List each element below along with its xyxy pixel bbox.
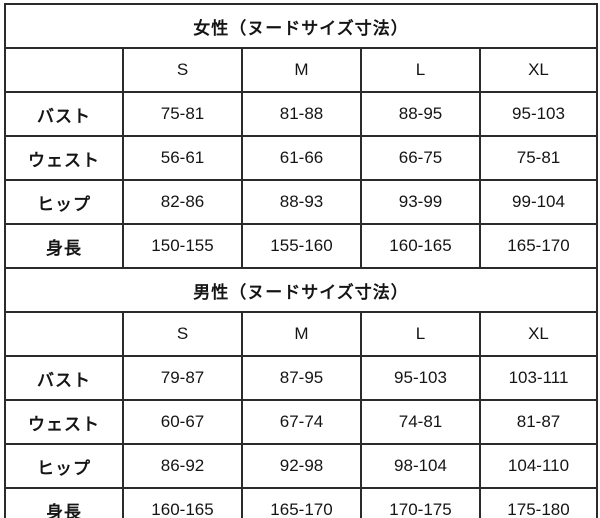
men-height-row: 身長 160-165 165-170 170-175 175-180 <box>4 487 598 518</box>
women-height-l: 160-165 <box>360 223 481 269</box>
men-table-title: 男性（ヌードサイズ寸法） <box>4 267 598 313</box>
women-title-row: 女性（ヌードサイズ寸法） <box>4 3 598 49</box>
women-bust-row: バスト 75-81 81-88 88-95 95-103 <box>4 91 598 137</box>
men-height-s: 160-165 <box>122 487 243 518</box>
men-bust-xl: 103-111 <box>479 355 598 401</box>
men-col-header-s: S <box>122 311 243 357</box>
women-hip-xl: 99-104 <box>479 179 598 225</box>
men-waist-label: ウェスト <box>4 399 124 445</box>
men-bust-label: バスト <box>4 355 124 401</box>
women-bust-label: バスト <box>4 91 124 137</box>
men-bust-row: バスト 79-87 87-95 95-103 103-111 <box>4 355 598 401</box>
men-hip-label: ヒップ <box>4 443 124 489</box>
men-waist-xl: 81-87 <box>479 399 598 445</box>
women-hip-row: ヒップ 82-86 88-93 93-99 99-104 <box>4 179 598 225</box>
women-col-header-xl: XL <box>479 47 598 93</box>
men-hip-m: 92-98 <box>241 443 362 489</box>
women-height-row: 身長 150-155 155-160 160-165 165-170 <box>4 223 598 269</box>
men-height-xl: 175-180 <box>479 487 598 518</box>
men-waist-s: 60-67 <box>122 399 243 445</box>
men-hip-row: ヒップ 86-92 92-98 98-104 104-110 <box>4 443 598 489</box>
men-height-m: 165-170 <box>241 487 362 518</box>
women-waist-row: ウェスト 56-61 61-66 66-75 75-81 <box>4 135 598 181</box>
men-hip-s: 86-92 <box>122 443 243 489</box>
men-bust-s: 79-87 <box>122 355 243 401</box>
men-col-header-xl: XL <box>479 311 598 357</box>
size-chart-table: 女性（ヌードサイズ寸法） S M L XL バスト 75-81 81-88 88… <box>4 3 598 518</box>
men-height-l: 170-175 <box>360 487 481 518</box>
men-waist-m: 67-74 <box>241 399 362 445</box>
men-bust-m: 87-95 <box>241 355 362 401</box>
women-col-header-l: L <box>360 47 481 93</box>
women-height-label: 身長 <box>4 223 124 269</box>
women-height-m: 155-160 <box>241 223 362 269</box>
women-header-row: S M L XL <box>4 47 598 93</box>
men-header-row: S M L XL <box>4 311 598 357</box>
women-col-header-s: S <box>122 47 243 93</box>
women-waist-s: 56-61 <box>122 135 243 181</box>
women-waist-m: 61-66 <box>241 135 362 181</box>
men-title-row: 男性（ヌードサイズ寸法） <box>4 267 598 313</box>
women-bust-xl: 95-103 <box>479 91 598 137</box>
men-waist-row: ウェスト 60-67 67-74 74-81 81-87 <box>4 399 598 445</box>
women-hip-s: 82-86 <box>122 179 243 225</box>
men-hip-l: 98-104 <box>360 443 481 489</box>
women-waist-label: ウェスト <box>4 135 124 181</box>
women-hip-l: 93-99 <box>360 179 481 225</box>
women-hip-label: ヒップ <box>4 179 124 225</box>
men-bust-l: 95-103 <box>360 355 481 401</box>
women-height-s: 150-155 <box>122 223 243 269</box>
women-waist-l: 66-75 <box>360 135 481 181</box>
men-col-header-m: M <box>241 311 362 357</box>
men-height-label: 身長 <box>4 487 124 518</box>
women-corner-cell <box>4 47 124 93</box>
women-height-xl: 165-170 <box>479 223 598 269</box>
women-col-header-m: M <box>241 47 362 93</box>
women-hip-m: 88-93 <box>241 179 362 225</box>
women-bust-s: 75-81 <box>122 91 243 137</box>
women-waist-xl: 75-81 <box>479 135 598 181</box>
men-col-header-l: L <box>360 311 481 357</box>
men-corner-cell <box>4 311 124 357</box>
women-table-title: 女性（ヌードサイズ寸法） <box>4 3 598 49</box>
men-waist-l: 74-81 <box>360 399 481 445</box>
women-bust-l: 88-95 <box>360 91 481 137</box>
men-hip-xl: 104-110 <box>479 443 598 489</box>
women-bust-m: 81-88 <box>241 91 362 137</box>
